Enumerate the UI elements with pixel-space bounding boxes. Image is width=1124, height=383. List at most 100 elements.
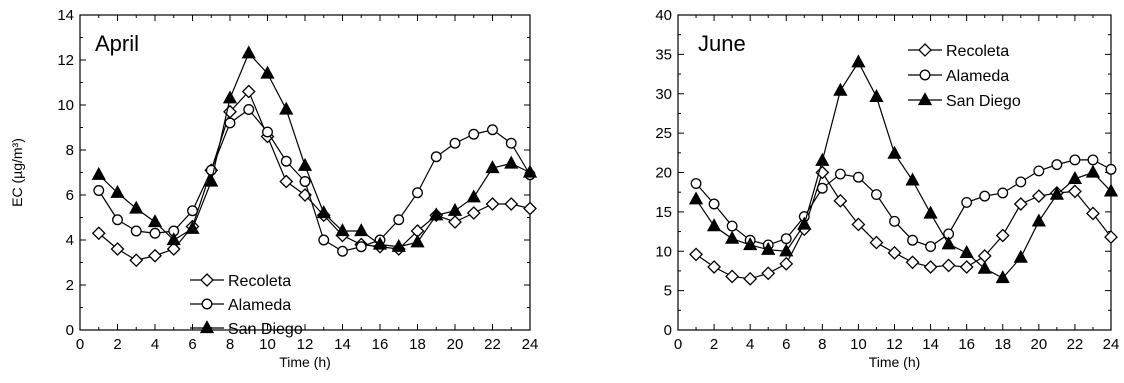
data-point [372, 236, 388, 250]
y-tick-label: 4 [66, 232, 74, 249]
series-san-diego [91, 45, 538, 252]
data-point [816, 182, 828, 194]
x-tick-label: 2 [113, 336, 121, 353]
data-point [905, 255, 920, 270]
data-point [977, 260, 992, 274]
data-point [689, 247, 703, 262]
x-tick-label: 8 [226, 336, 234, 353]
legend-marker [199, 320, 215, 334]
legend: Recoleta Alameda San Diego [908, 43, 1021, 110]
data-point [871, 189, 882, 201]
series-line [98, 90, 531, 261]
series-recoleta [689, 165, 1118, 286]
data-point [1104, 230, 1118, 244]
series-line [98, 52, 531, 248]
data-point [393, 214, 405, 226]
plot-frame [677, 14, 1112, 331]
data-point [279, 101, 294, 115]
data-point [262, 126, 273, 138]
y-tick-label: 14 [57, 7, 74, 24]
legend-entry: Recoleta [908, 43, 1009, 60]
plot-frame [79, 14, 531, 331]
data-point [995, 270, 1010, 284]
data-point [997, 187, 1009, 199]
data-point [129, 200, 144, 214]
data-point [961, 196, 973, 208]
data-point [1067, 184, 1082, 199]
data-point [149, 227, 161, 239]
data-point [297, 157, 313, 171]
x-tick-label: 6 [188, 336, 196, 353]
data-point [166, 242, 181, 256]
data-point [869, 89, 884, 103]
legend-marker [201, 298, 213, 310]
legend-label: Alameda [946, 68, 1009, 85]
data-point [391, 238, 406, 252]
panel-label: April [95, 31, 139, 56]
data-point [280, 155, 292, 167]
data-point [430, 151, 442, 163]
data-point [834, 168, 846, 180]
data-point [504, 155, 519, 169]
data-point [110, 242, 125, 256]
data-point [889, 215, 900, 227]
x-tick-label: 12 [297, 336, 314, 353]
data-point [761, 266, 776, 281]
data-point [1049, 186, 1064, 200]
legend-entry: Alameda [190, 297, 291, 314]
legend-marker [917, 92, 933, 106]
data-point [468, 128, 480, 140]
data-point [688, 191, 704, 205]
data-point [743, 237, 758, 251]
x-tick-label: 4 [746, 336, 754, 353]
series-line [695, 61, 1112, 279]
x-tick-label: 14 [922, 336, 939, 353]
legend-label: Recoleta [946, 43, 1009, 60]
y-tick-label: 10 [655, 243, 672, 260]
data-point [1103, 183, 1119, 197]
x-tick-label: 2 [710, 336, 718, 353]
x-tick-label: 10 [850, 336, 867, 353]
data-point [1051, 159, 1063, 171]
data-point [487, 124, 498, 136]
data-point [779, 256, 794, 271]
data-point [1031, 213, 1046, 227]
data-point [706, 218, 722, 232]
data-point [690, 178, 702, 189]
series-line [695, 159, 1112, 248]
data-point [725, 230, 740, 244]
data-point [337, 245, 348, 257]
series-line [695, 171, 1112, 280]
data-point [941, 258, 956, 273]
x-tick-label: 8 [818, 336, 826, 353]
series-recoleta [91, 84, 537, 268]
data-point [447, 202, 463, 216]
series-alameda [93, 104, 536, 257]
data-point [299, 176, 311, 187]
series-san-diego [688, 54, 1119, 284]
data-point [279, 174, 294, 189]
data-point [241, 45, 256, 59]
legend-entry: San Diego [908, 92, 1021, 110]
data-point [1015, 176, 1027, 188]
y-tick-label: 8 [66, 142, 74, 159]
data-point [505, 137, 517, 149]
x-tick-label: 14 [334, 336, 351, 353]
y-axis-label: EC (µg/m³) [9, 138, 25, 207]
y-tick-label: 20 [655, 165, 672, 182]
y-tick-label: 35 [655, 46, 672, 63]
data-point [485, 197, 500, 211]
legend-entry: Recoleta [190, 273, 291, 290]
data-point [504, 197, 519, 211]
data-point [485, 160, 500, 174]
y-tick-label: 2 [66, 277, 74, 294]
data-point [1085, 164, 1101, 178]
x-tick-label: 20 [1030, 336, 1047, 353]
data-point [779, 243, 794, 257]
data-point [130, 225, 142, 237]
x-tick-label: 10 [259, 336, 276, 353]
data-point [851, 217, 866, 232]
data-point [243, 104, 255, 115]
data-point [923, 205, 938, 219]
legend-marker [919, 69, 931, 81]
